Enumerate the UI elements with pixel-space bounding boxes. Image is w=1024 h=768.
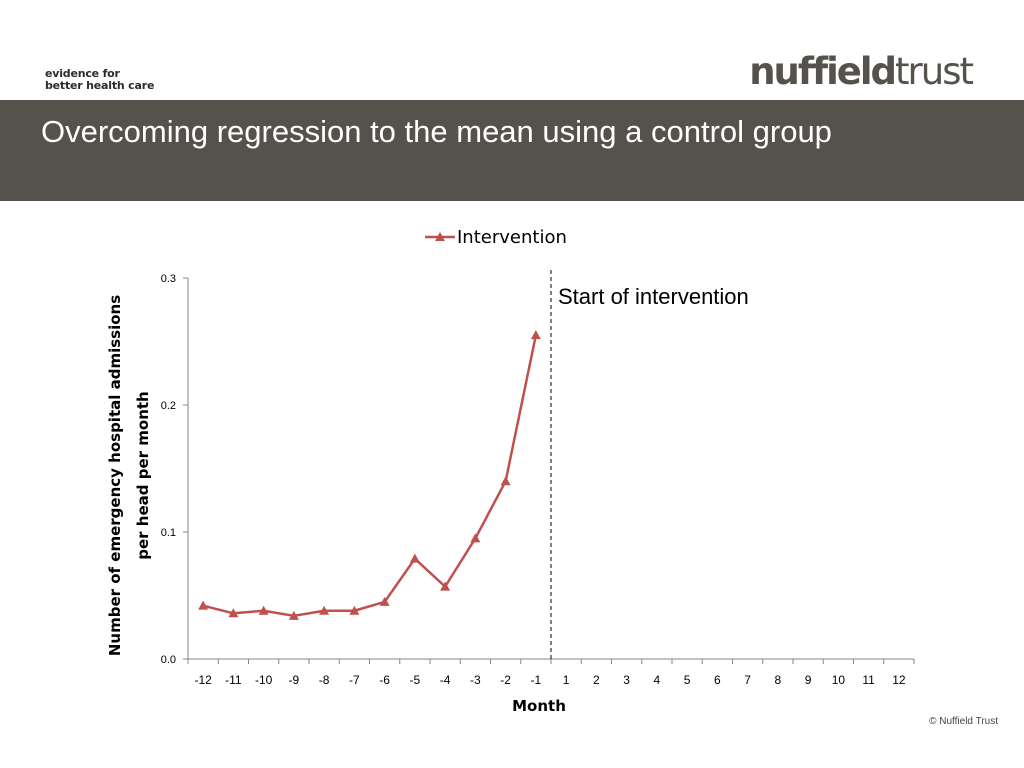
data-point-marker xyxy=(440,581,451,591)
x-tick-label: -2 xyxy=(500,673,511,687)
y-axis-title-line-1: Number of emergency hospital admissions xyxy=(106,295,124,656)
data-point-marker xyxy=(349,605,360,615)
y-tick-label: 0.2 xyxy=(161,400,176,412)
x-tick-label: 11 xyxy=(862,673,875,687)
x-tick-label: 10 xyxy=(832,673,846,687)
legend-swatch-marker xyxy=(435,232,445,241)
x-tick-label: -5 xyxy=(410,673,421,687)
chart-legend: Intervention xyxy=(425,227,567,248)
x-tick-label: -3 xyxy=(470,673,481,687)
x-tick-label: -8 xyxy=(319,673,330,687)
y-axis-title: Number of emergency hospital admissions p… xyxy=(106,295,152,656)
x-tick-label: 4 xyxy=(654,673,661,687)
data-point-marker xyxy=(258,605,269,615)
y-axis-title-line-2: per head per month xyxy=(134,391,152,559)
x-tick-label: -4 xyxy=(440,673,451,687)
chart: Intervention 0.00.10.20.3-12 -11 -10 -9 -8 -7… xyxy=(106,227,915,715)
tagline-line-1: evidence for xyxy=(45,67,120,80)
data-point-marker xyxy=(228,608,239,618)
chart-axes: 0.00.10.20.3-12 -11 -10 -9 -8 -7 -6 -5 -4 -3 -2 -1 1… xyxy=(106,273,915,715)
nuffield-trust-logo: nuffieldtrust xyxy=(749,50,974,93)
data-point-marker xyxy=(319,605,330,615)
x-tick-label: 3 xyxy=(623,673,630,687)
x-tick-label: 9 xyxy=(805,673,812,687)
x-tick-label: -12 xyxy=(194,673,212,687)
x-tick-label: -7 xyxy=(349,673,360,687)
x-axis-title: Month xyxy=(512,697,566,715)
y-tick-label: 0.1 xyxy=(161,527,176,539)
chart-marks: Start of intervention xyxy=(198,270,749,659)
x-tick-label: 7 xyxy=(744,673,751,687)
logo-word-trust: trust xyxy=(895,50,974,93)
x-tick-label: -1 xyxy=(531,673,542,687)
x-tick-label: 12 xyxy=(892,673,906,687)
x-tick-label: 2 xyxy=(593,673,600,687)
x-tick-label: -9 xyxy=(289,673,300,687)
intervention-start-label: Start of intervention xyxy=(558,284,749,309)
data-point-marker xyxy=(530,330,541,340)
data-point-marker xyxy=(379,596,390,606)
data-point-marker xyxy=(470,533,481,543)
data-point-marker xyxy=(500,476,511,486)
title-band: Overcoming regression to the mean using … xyxy=(0,100,1024,201)
tagline: evidence for better health care xyxy=(45,68,154,92)
data-point-marker xyxy=(288,610,299,620)
x-tick-label: -10 xyxy=(255,673,273,687)
x-tick-label: 5 xyxy=(684,673,691,687)
x-tick-label: 1 xyxy=(563,673,570,687)
slide-title: Overcoming regression to the mean using … xyxy=(41,114,832,149)
legend-label-intervention: Intervention xyxy=(457,227,567,248)
x-tick-label: 6 xyxy=(714,673,721,687)
y-tick-label: 0.0 xyxy=(161,654,176,666)
x-tick-label: 8 xyxy=(775,673,782,687)
data-point-marker xyxy=(198,600,209,610)
series-line-intervention xyxy=(202,334,538,618)
y-tick-label: 0.3 xyxy=(161,273,176,285)
x-tick-label: -6 xyxy=(379,673,390,687)
copyright-notice: © Nuffield Trust xyxy=(929,716,998,727)
logo-word-nuffield: nuffield xyxy=(749,50,897,93)
x-tick-label: -11 xyxy=(225,673,242,687)
tagline-line-2: better health care xyxy=(45,79,155,92)
data-point-marker xyxy=(409,553,420,563)
